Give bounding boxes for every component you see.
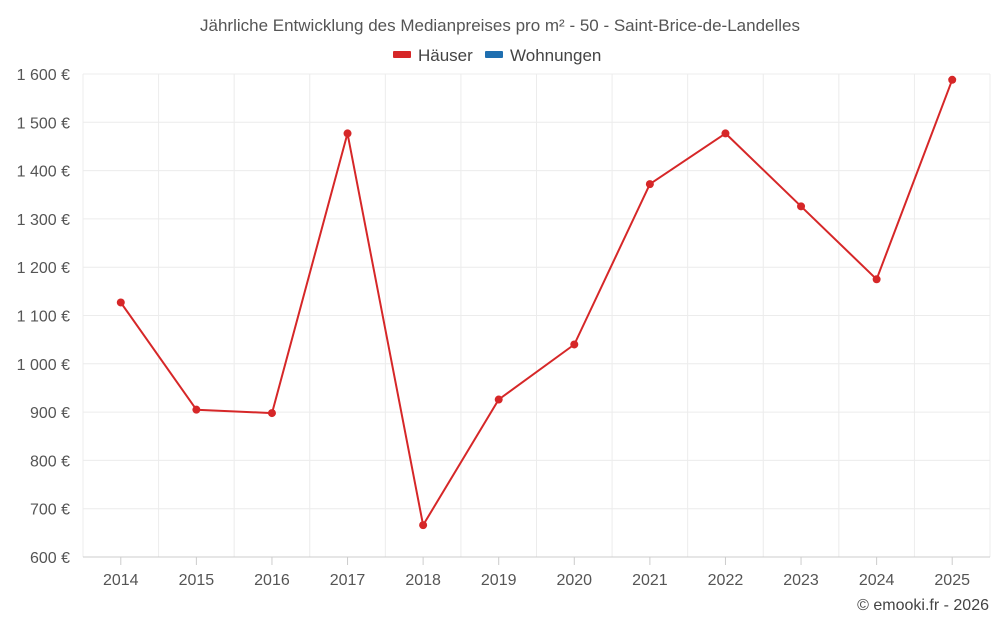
x-tick-label: 2019 xyxy=(481,572,517,589)
x-tick-label: 2014 xyxy=(103,572,139,589)
x-tick-label: 2025 xyxy=(934,572,970,589)
x-tick-label: 2020 xyxy=(556,572,592,589)
legend: Häuser Wohnungen xyxy=(393,46,601,65)
x-tick-label: 2023 xyxy=(783,572,819,589)
y-tick-label: 1 400 € xyxy=(17,164,70,181)
data-point-houses[interactable] xyxy=(872,275,881,284)
x-tick-label: 2024 xyxy=(859,572,895,589)
data-point-houses[interactable] xyxy=(267,409,276,418)
legend-label-apartments: Wohnungen xyxy=(510,46,601,65)
data-point-houses[interactable] xyxy=(721,129,730,138)
data-point-houses[interactable] xyxy=(570,340,579,349)
y-axis-tick-labels: 600 € 700 € 800 € 900 € 1 000 € 1 100 € 1 200 … xyxy=(17,67,70,567)
series-layer xyxy=(116,75,957,530)
y-tick-label: 1 600 € xyxy=(17,67,70,84)
y-tick-label: 900 € xyxy=(30,405,70,422)
credit-text: © emooki.fr - 2026 xyxy=(857,597,989,614)
x-tick-label: 2021 xyxy=(632,572,668,589)
x-tick-label: 2022 xyxy=(708,572,744,589)
series-line-houses xyxy=(119,79,954,527)
data-point-houses[interactable] xyxy=(797,202,806,211)
x-tick-label: 2016 xyxy=(254,572,290,589)
legend-swatch-apartments xyxy=(485,51,503,58)
x-tick-label: 2017 xyxy=(330,572,366,589)
y-tick-label: 1 200 € xyxy=(17,260,70,277)
x-tick-label: 2018 xyxy=(405,572,441,589)
data-point-houses[interactable] xyxy=(192,405,201,414)
x-tick-label: 2015 xyxy=(179,572,215,589)
legend-swatch-houses xyxy=(393,51,411,58)
y-tick-label: 1 300 € xyxy=(17,212,70,229)
data-point-houses[interactable] xyxy=(419,521,428,530)
data-point-houses[interactable] xyxy=(343,129,352,138)
legend-label-houses: Häuser xyxy=(418,46,473,65)
y-tick-label: 600 € xyxy=(30,550,70,567)
x-axis-tick-labels: 2014 2015 2016 2017 2018 2019 2020 2021 2022 2023… xyxy=(103,557,970,589)
chart-title: Jährliche Entwicklung des Medianpreises … xyxy=(200,16,800,35)
data-point-houses[interactable] xyxy=(645,180,654,189)
y-tick-label: 1 500 € xyxy=(17,115,70,132)
y-tick-label: 1 000 € xyxy=(17,357,70,374)
data-point-houses[interactable] xyxy=(948,75,957,84)
legend-item-houses[interactable]: Häuser xyxy=(393,46,473,65)
data-point-houses[interactable] xyxy=(494,395,503,404)
legend-item-apartments[interactable]: Wohnungen xyxy=(485,46,601,65)
y-tick-label: 800 € xyxy=(30,453,70,470)
data-point-houses[interactable] xyxy=(116,298,125,307)
y-tick-label: 700 € xyxy=(30,502,70,519)
y-tick-label: 1 100 € xyxy=(17,309,70,326)
